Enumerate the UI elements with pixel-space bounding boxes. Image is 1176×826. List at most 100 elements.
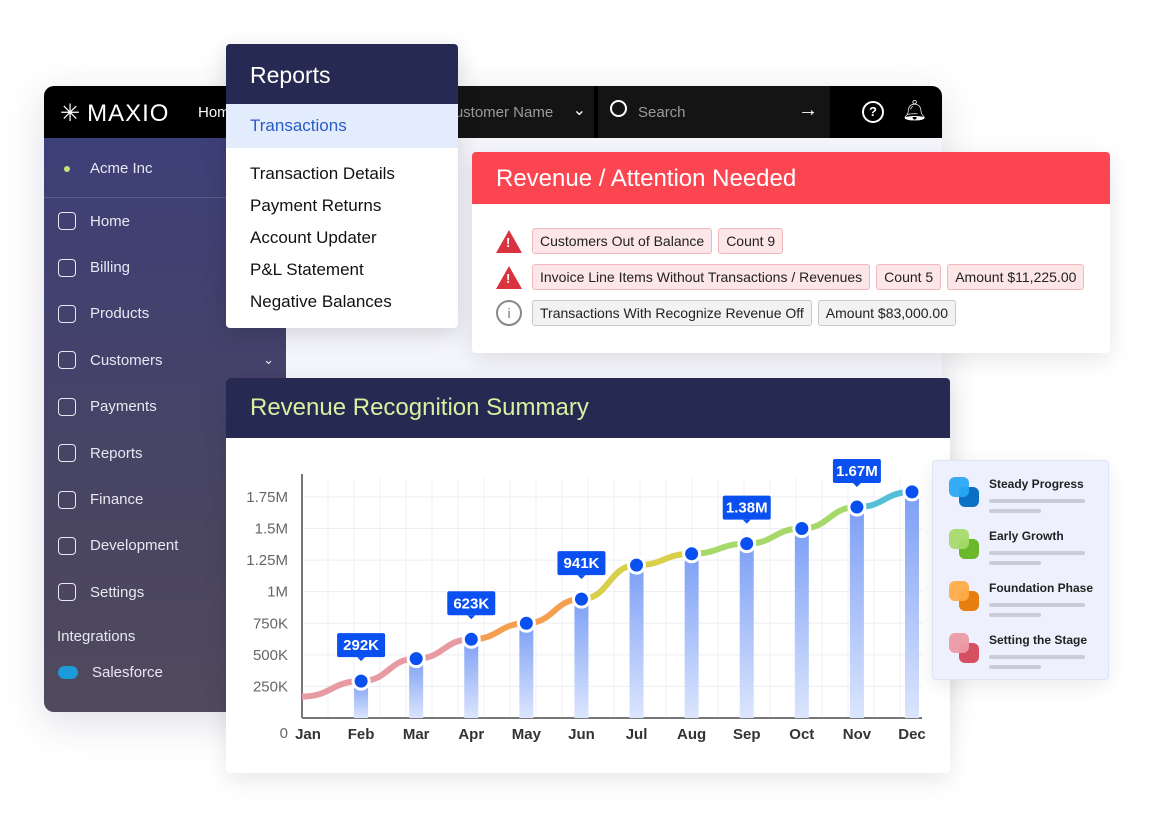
point-Jul <box>627 555 647 575</box>
bell-icon[interactable]: 🔔︎ <box>902 100 928 122</box>
legend-item[interactable]: Setting the Stage <box>949 633 1099 685</box>
data-label-pointer <box>852 483 861 488</box>
attention-tag[interactable]: Amount $83,000.00 <box>817 300 957 326</box>
point-Apr <box>461 629 481 649</box>
data-label-pointer <box>577 575 586 580</box>
salesforce-icon <box>58 666 78 680</box>
data-label-box <box>832 459 881 484</box>
point-Mar <box>406 649 426 669</box>
logo[interactable]: ✳ MAXIO <box>60 99 170 128</box>
menu-item[interactable]: Negative Balances <box>250 292 392 311</box>
data-label-box <box>557 551 606 576</box>
attention-tag[interactable]: Count 5 <box>876 264 942 290</box>
bar-May <box>519 623 534 718</box>
menu-title: Reports <box>226 44 458 104</box>
arrow-right-icon[interactable]: → <box>798 99 818 121</box>
bar-Sep <box>739 543 754 718</box>
menu-item[interactable]: P&L Statement <box>250 260 364 279</box>
warning-icon: ! <box>496 229 522 253</box>
bar-Aug <box>684 553 699 718</box>
x-tick-label: Dec <box>898 726 926 743</box>
chart-title: Revenue Recognition Summary <box>226 378 950 438</box>
legend-item[interactable]: Early Growth <box>949 529 1099 581</box>
data-label: 1.67M <box>836 463 878 480</box>
legend-swatch-icon <box>949 529 979 559</box>
bar-Oct <box>794 528 809 718</box>
legend-item[interactable]: Steady Progress <box>949 477 1099 529</box>
reports-dropdown: Reports Transactions Transaction Details… <box>226 44 458 328</box>
menu-item[interactable]: Payment Returns <box>250 196 382 215</box>
settings-icon <box>58 583 76 602</box>
x-tick-label: Apr <box>458 726 484 743</box>
placeholder-line <box>989 551 1085 555</box>
attention-row: i Transactions With Recognize Revenue Off… <box>496 300 957 326</box>
legend-item[interactable]: Foundation Phase <box>949 581 1099 633</box>
bar-Nov <box>849 507 864 718</box>
sidebar-item-settings[interactable]: Settings <box>44 569 286 615</box>
x-tick-label: Jan <box>295 726 321 743</box>
placeholder-line <box>989 561 1041 565</box>
menu-item-transactions[interactable]: Transactions <box>226 104 458 148</box>
revenue-chart-card: Revenue Recognition Summary 0 250K 500K 750… <box>226 378 950 773</box>
sidebar-item-reports[interactable]: Reports <box>44 430 286 476</box>
home-icon <box>58 212 76 231</box>
sidebar-item-development[interactable]: Development <box>44 523 286 569</box>
sidebar-item-payments[interactable]: Payments <box>44 384 286 430</box>
point-Sep <box>737 534 757 554</box>
bar-Apr <box>464 639 479 718</box>
customer-select[interactable]: Customer Name ⌄ <box>444 86 594 138</box>
attention-row: ! Invoice Line Items Without Transactions… <box>496 264 1085 290</box>
bar-Mar <box>409 658 424 718</box>
placeholder-line <box>989 665 1041 669</box>
attention-tag[interactable]: Count 9 <box>718 228 784 254</box>
data-label: 1.38M <box>726 500 768 517</box>
revenue-chart: 0 250K 500K 750K 1M 1.25M 1.5M 1.75M 292K 623K 941… <box>246 459 926 743</box>
search-icon <box>610 100 627 117</box>
search-input[interactable]: Search → <box>598 86 830 138</box>
placeholder-line <box>989 613 1041 617</box>
data-label-box <box>447 591 496 616</box>
data-label: 292K <box>343 637 379 654</box>
x-tick-label: Aug <box>677 726 706 743</box>
point-Dec <box>902 482 922 502</box>
menu-item[interactable]: Account Updater <box>250 228 377 247</box>
y-tick-label: 500K <box>253 647 288 664</box>
reports-icon <box>58 444 76 463</box>
y-tick-label: 1.75M <box>246 489 288 506</box>
y-tick-label: 0 <box>280 725 288 742</box>
x-tick-label: Oct <box>789 726 814 743</box>
attention-tag[interactable]: Customers Out of Balance <box>532 228 713 254</box>
attention-tag[interactable]: Amount $11,225.00 <box>947 264 1085 290</box>
data-label-box <box>337 633 386 658</box>
help-icon[interactable]: ? <box>862 101 884 123</box>
sidebar-item-home[interactable]: Home <box>44 198 286 244</box>
placeholder-line <box>989 655 1085 659</box>
placeholder-line <box>989 603 1085 607</box>
y-tick-label: 750K <box>253 615 288 632</box>
sidebar-item-salesforce[interactable]: Salesforce <box>44 655 286 691</box>
x-tick-label: Feb <box>348 726 375 743</box>
attention-row: ! Customers Out of Balance Count 9 <box>496 228 784 254</box>
attention-tag[interactable]: Transactions With Recognize Revenue Off <box>532 300 812 326</box>
top-bar: ✳ MAXIO Home Customer Name ⌄ Search → ? 🔔︎ <box>44 86 942 138</box>
status-dot <box>64 166 70 172</box>
point-May <box>516 613 536 633</box>
finance-icon <box>58 490 76 509</box>
legend-swatch-icon <box>949 477 979 507</box>
data-label-pointer <box>467 615 476 620</box>
development-icon <box>58 536 76 555</box>
sidebar-item-products[interactable]: Products <box>44 291 286 337</box>
y-tick-label: 1M <box>267 584 288 601</box>
sidebar-item-customers[interactable]: Customers ⌄ <box>44 337 286 383</box>
point-Oct <box>792 519 812 539</box>
chevron-down-icon[interactable]: ⌄ <box>263 352 274 368</box>
sidebar-item-billing[interactable]: Billing <box>44 244 286 290</box>
info-icon: i <box>496 300 522 326</box>
sidebar-item-finance[interactable]: Finance <box>44 476 286 522</box>
billing-icon <box>58 258 76 277</box>
x-tick-label: May <box>512 726 542 743</box>
account-switcher[interactable]: Acme Inc <box>44 138 286 198</box>
attention-tag[interactable]: Invoice Line Items Without Transactions … <box>532 264 871 290</box>
legend-swatch-icon <box>949 633 979 663</box>
menu-item[interactable]: Transaction Details <box>250 164 395 183</box>
